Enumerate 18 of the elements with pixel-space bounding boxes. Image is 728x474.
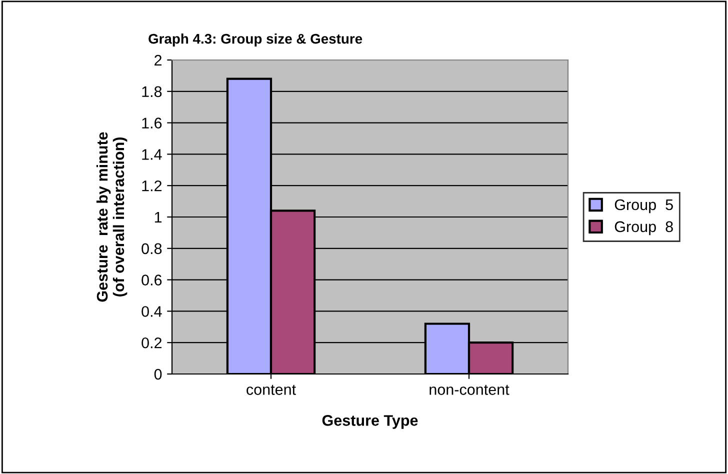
legend-label: Group 5 [614,199,673,214]
y-tick-label: 1 [154,212,162,223]
y-tick-label: 0.4 [142,306,162,317]
x-axis-title: Gesture Type [322,415,418,429]
legend-label: Group 8 [614,221,673,236]
y-tick-label: 0.6 [142,274,162,286]
y-tick-label: 2 [154,54,162,66]
x-tick-label: content [246,384,296,395]
y-tick-label: 1.6 [142,118,162,128]
y-axis-title: Gesture rate by minute (of overall interaction) [96,132,128,302]
y-tick-label: 1.2 [142,180,162,192]
y-tick-label: 0.8 [142,243,162,254]
x-tick-label: non-content [430,384,510,395]
y-tick-label: 0 [154,368,162,380]
y-tick-label: 1.4 [142,149,162,160]
chart-title: Graph 4.3: Group size & Gesture [148,34,362,46]
y-tick-label: 1.8 [142,86,162,98]
y-tick-label: 0.2 [142,337,162,348]
